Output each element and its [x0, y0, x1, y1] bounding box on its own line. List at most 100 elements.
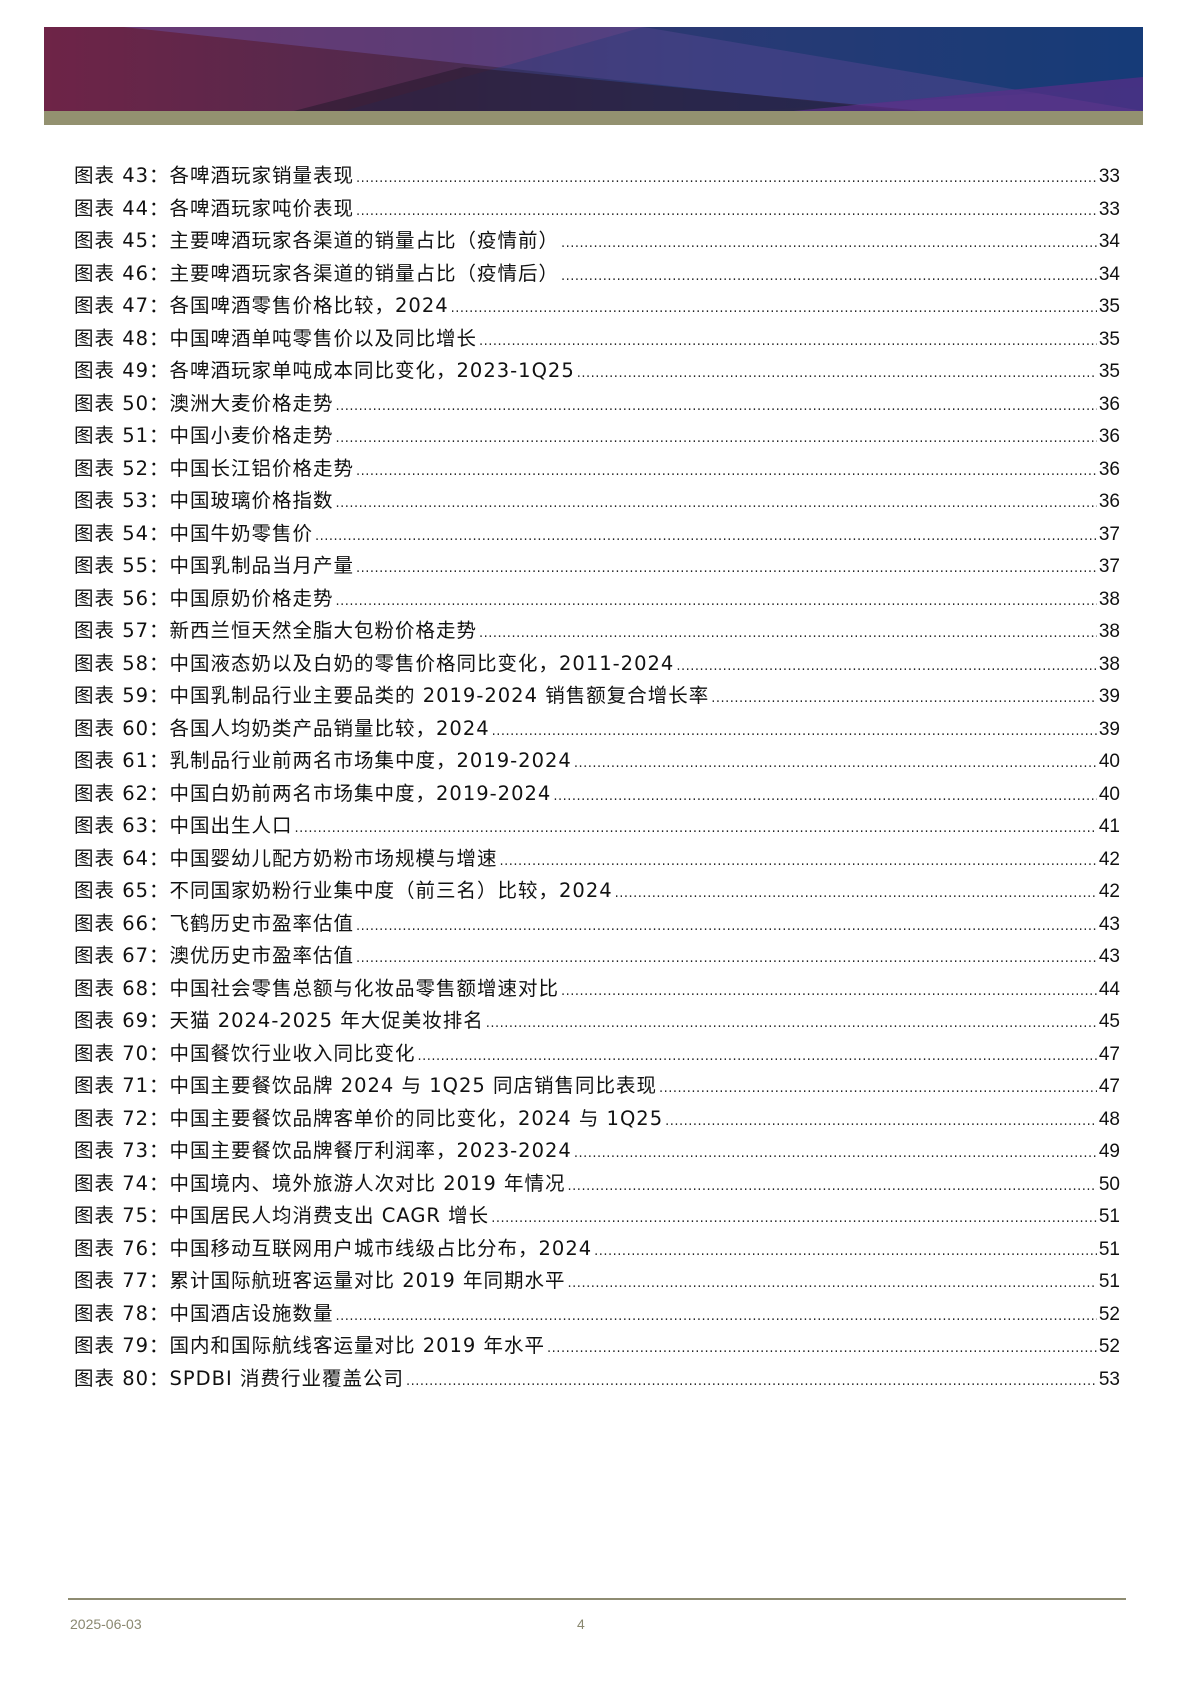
toc-entry[interactable]: 图表 53：中国玻璃价格指数 36: [74, 485, 1120, 518]
toc-entry-page: 45: [1098, 1011, 1120, 1032]
toc-entry[interactable]: 图表 77：累计国际航班客运量对比 2019 年同期水平 51: [74, 1265, 1120, 1298]
toc-entry[interactable]: 图表 49：各啤酒玩家单吨成本同比变化，2023-1Q25 35: [74, 355, 1120, 388]
toc-entry-label: 图表 76：中国移动互联网用户城市线级占比分布，2024: [74, 1236, 593, 1260]
toc-entry-page: 33: [1098, 198, 1120, 220]
toc-entry[interactable]: 图表 68：中国社会零售总额与化妆品零售额增速对比 44: [74, 973, 1120, 1006]
toc-entry[interactable]: 图表 58：中国液态奶以及白奶的零售价格同比变化，2011-2024 38: [74, 648, 1120, 681]
toc-entry-label: 图表 56：中国原奶价格走势: [74, 586, 334, 610]
toc-entry[interactable]: 图表 71：中国主要餐饮品牌 2024 与 1Q25 同店销售同比表现 47: [74, 1070, 1120, 1103]
header-band: [44, 111, 1143, 125]
toc-entry[interactable]: 图表 54：中国牛奶零售价 37: [74, 518, 1120, 551]
toc-entry-page: 34: [1098, 231, 1120, 252]
toc-entry[interactable]: 图表 76：中国移动互联网用户城市线级占比分布，2024 51: [74, 1233, 1120, 1266]
dot-leader: [492, 716, 1097, 749]
toc-entry-label: 图表 80：SPDBI 消费行业覆盖公司: [74, 1366, 404, 1390]
dot-leader: [295, 813, 1097, 846]
toc-entry-label: 图表 58：中国液态奶以及白奶的零售价格同比变化，2011-2024: [74, 651, 675, 675]
toc-entry[interactable]: 图表 78：中国酒店设施数量 52: [74, 1298, 1120, 1331]
toc-entry[interactable]: 图表 75：中国居民人均消费支出 CAGR 增长 51: [74, 1200, 1120, 1233]
toc-entry-page: 38: [1098, 621, 1120, 642]
toc-entry-page: 36: [1098, 491, 1120, 512]
toc-entry-page: 39: [1098, 686, 1120, 707]
dot-leader: [577, 358, 1097, 391]
toc-entry-page: 49: [1098, 1141, 1120, 1162]
toc-entry-page: 35: [1098, 328, 1120, 350]
toc-entry-label: 图表 70：中国餐饮行业收入同比变化: [74, 1041, 416, 1065]
dot-leader: [574, 748, 1097, 781]
dot-leader: [561, 261, 1097, 294]
toc-entry[interactable]: 图表 79：国内和国际航线客运量对比 2019 年水平 52: [74, 1330, 1120, 1363]
toc-entry[interactable]: 图表 67：澳优历史市盈率估值 43: [74, 940, 1120, 973]
toc-entry[interactable]: 图表 48：中国啤酒单吨零售价以及同比增长 35: [74, 323, 1120, 356]
toc-entry[interactable]: 图表 73：中国主要餐饮品牌餐厅利润率，2023-2024 49: [74, 1135, 1120, 1168]
dot-leader: [336, 423, 1097, 456]
dot-leader: [491, 1203, 1097, 1236]
toc-entry[interactable]: 图表 80：SPDBI 消费行业覆盖公司 53: [74, 1363, 1120, 1396]
toc-entry-label: 图表 55：中国乳制品当月产量: [74, 554, 355, 577]
dot-leader: [711, 683, 1097, 716]
toc-entry[interactable]: 图表 55：中国乳制品当月产量 37: [74, 550, 1120, 583]
dot-leader: [676, 651, 1097, 684]
toc-entry[interactable]: 图表 50：澳洲大麦价格走势 36: [74, 388, 1120, 421]
dot-leader: [561, 228, 1097, 261]
toc-entry-label: 图表 44：各啤酒玩家吨价表现: [74, 196, 355, 220]
dot-leader: [356, 943, 1097, 976]
toc-entry-label: 图表 51：中国小麦价格走势: [74, 424, 334, 447]
toc-entry-page: 38: [1098, 588, 1120, 610]
toc-entry[interactable]: 图表 70：中国餐饮行业收入同比变化 47: [74, 1038, 1120, 1071]
dot-leader: [336, 488, 1097, 521]
dot-leader: [336, 391, 1097, 424]
toc-entry-page: 52: [1098, 1336, 1120, 1357]
toc-entry[interactable]: 图表 69：天猫 2024-2025 年大促美妆排名 45: [74, 1005, 1120, 1038]
toc-entry[interactable]: 图表 61：乳制品行业前两名市场集中度，2019-2024 40: [74, 745, 1120, 778]
toc-entry[interactable]: 图表 74：中国境内、境外旅游人次对比 2019 年情况 50: [74, 1168, 1120, 1201]
toc-entry-page: 43: [1098, 946, 1120, 967]
toc-entry[interactable]: 图表 59：中国乳制品行业主要品类的 2019-2024 销售额复合增长率 39: [74, 680, 1120, 713]
toc-entry-page: 50: [1098, 1173, 1120, 1195]
dot-leader: [336, 586, 1097, 619]
toc-entry-label: 图表 47：各国啤酒零售价格比较，2024: [74, 294, 449, 317]
dot-leader: [356, 911, 1097, 944]
toc-entry[interactable]: 图表 56：中国原奶价格走势 38: [74, 583, 1120, 616]
toc-entry[interactable]: 图表 63：中国出生人口 41: [74, 810, 1120, 843]
toc-entry-label: 图表 77：累计国际航班客运量对比 2019 年同期水平: [74, 1269, 566, 1292]
toc-entry[interactable]: 图表 62：中国白奶前两名市场集中度，2019-2024 40: [74, 778, 1120, 811]
toc-entry-label: 图表 60：各国人均奶类产品销量比较，2024: [74, 716, 490, 740]
toc-entry-label: 图表 45：主要啤酒玩家各渠道的销量占比（疫情前）: [74, 229, 560, 252]
toc-entry[interactable]: 图表 65：不同国家奶粉行业集中度（前三名）比较，2024 42: [74, 875, 1120, 908]
footer-date: 2025-06-03: [70, 1616, 142, 1632]
dot-leader: [418, 1041, 1097, 1074]
toc-entry[interactable]: 图表 45：主要啤酒玩家各渠道的销量占比（疫情前） 34: [74, 225, 1120, 258]
toc-entry-label: 图表 78：中国酒店设施数量: [74, 1301, 334, 1325]
toc-entry-page: 35: [1098, 296, 1120, 317]
toc-entry-page: 39: [1098, 718, 1120, 740]
toc-entry[interactable]: 图表 66：飞鹤历史市盈率估值 43: [74, 908, 1120, 941]
toc-entry[interactable]: 图表 47：各国啤酒零售价格比较，2024 35: [74, 290, 1120, 323]
toc-entry-label: 图表 57：新西兰恒天然全脂大包粉价格走势: [74, 619, 478, 642]
figure-list: 图表 43：各啤酒玩家销量表现 33 图表 44：各啤酒玩家吨价表现 33 图表 45：…: [74, 160, 1120, 1395]
toc-entry-page: 44: [1098, 978, 1120, 1000]
toc-entry-label: 图表 75：中国居民人均消费支出 CAGR 增长: [74, 1204, 490, 1227]
toc-entry-label: 图表 50：澳洲大麦价格走势: [74, 391, 334, 415]
toc-entry[interactable]: 图表 52：中国长江铝价格走势 36: [74, 453, 1120, 486]
toc-entry-page: 36: [1098, 426, 1120, 447]
toc-entry-page: 33: [1098, 166, 1120, 187]
footer-divider: [68, 1598, 1126, 1600]
toc-entry-label: 图表 52：中国长江铝价格走势: [74, 456, 355, 480]
dot-leader: [406, 1366, 1097, 1399]
toc-entry-label: 图表 71：中国主要餐饮品牌 2024 与 1Q25 同店销售同比表现: [74, 1074, 657, 1097]
toc-entry[interactable]: 图表 64：中国婴幼儿配方奶粉市场规模与增速 42: [74, 843, 1120, 876]
toc-entry[interactable]: 图表 57：新西兰恒天然全脂大包粉价格走势 38: [74, 615, 1120, 648]
toc-entry-page: 52: [1098, 1303, 1120, 1325]
dot-leader: [500, 846, 1097, 879]
toc-entry-label: 图表 67：澳优历史市盈率估值: [74, 944, 355, 967]
toc-entry[interactable]: 图表 60：各国人均奶类产品销量比较，2024 39: [74, 713, 1120, 746]
toc-entry-label: 图表 68：中国社会零售总额与化妆品零售额增速对比: [74, 976, 560, 1000]
toc-entry[interactable]: 图表 51：中国小麦价格走势 36: [74, 420, 1120, 453]
toc-entry-page: 43: [1098, 913, 1120, 935]
toc-entry[interactable]: 图表 43：各啤酒玩家销量表现 33: [74, 160, 1120, 193]
toc-entry-page: 37: [1098, 523, 1120, 545]
toc-entry[interactable]: 图表 44：各啤酒玩家吨价表现 33: [74, 193, 1120, 226]
toc-entry[interactable]: 图表 46：主要啤酒玩家各渠道的销量占比（疫情后） 34: [74, 258, 1120, 291]
toc-entry[interactable]: 图表 72：中国主要餐饮品牌客单价的同比变化，2024 与 1Q25 48: [74, 1103, 1120, 1136]
